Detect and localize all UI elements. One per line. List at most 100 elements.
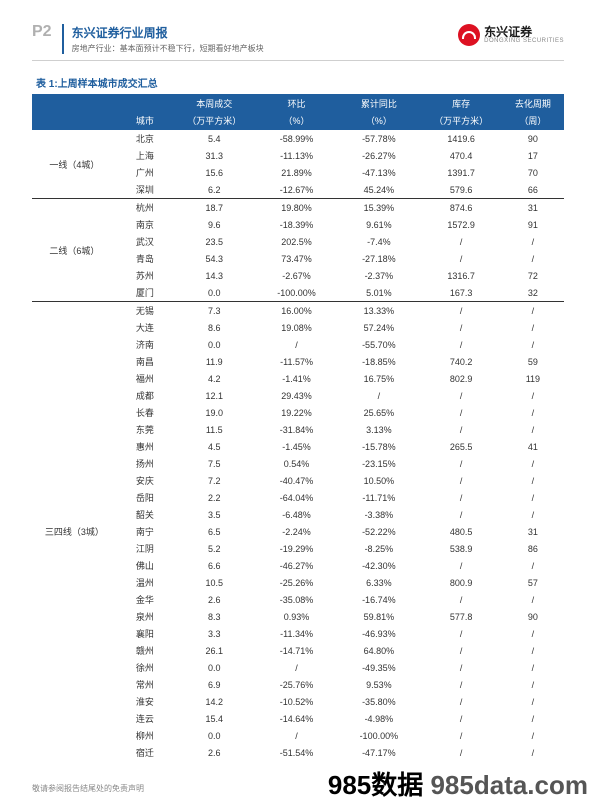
table-cell: 15.6 [173, 164, 255, 181]
table-cell: 90 [502, 608, 563, 625]
th-wow-unit: （%） [255, 112, 337, 130]
table-cell: -40.47% [255, 472, 337, 489]
table-cell: 59 [502, 353, 563, 370]
table-cell: -25.26% [255, 574, 337, 591]
table-cell: 柳州 [117, 727, 173, 744]
table-cell: 10.5 [173, 574, 255, 591]
table-cell: 15.4 [173, 710, 255, 727]
table-cell: 0.0 [173, 284, 255, 302]
table-cell: 南昌 [117, 353, 173, 370]
table-cell: / [502, 319, 563, 336]
table-cell: / [502, 676, 563, 693]
table-cell: -11.57% [255, 353, 337, 370]
table-cell: 2.6 [173, 591, 255, 608]
table-cell: 宿迁 [117, 744, 173, 761]
table-cell: 59.81% [338, 608, 420, 625]
table-cell: 1419.6 [420, 130, 502, 147]
table-cell: 19.80% [255, 199, 337, 217]
table-cell: 3.13% [338, 421, 420, 438]
table-cell: 厦门 [117, 284, 173, 302]
table-cell: 54.3 [173, 250, 255, 267]
th-city: 城市 [117, 112, 173, 130]
table-cell: 16.00% [255, 302, 337, 320]
table-cell: -58.99% [255, 130, 337, 147]
table-cell: 1391.7 [420, 164, 502, 181]
table-cell: 淮安 [117, 693, 173, 710]
th-inventory: 库存 [420, 95, 502, 112]
table-cell: 深圳 [117, 181, 173, 199]
page-header: P2 东兴证券行业周报 房地产行业：基本面预计不稳下行，短期看好地产板块 东兴证… [32, 24, 564, 61]
table-cell: -100.00% [255, 284, 337, 302]
table-cell: -7.4% [338, 233, 420, 250]
table-cell: 无锡 [117, 302, 173, 320]
table-cell: 10.50% [338, 472, 420, 489]
th-volume-unit: （万平方米） [173, 112, 255, 130]
table-cell: 9.53% [338, 676, 420, 693]
table-cell: / [502, 421, 563, 438]
table-cell: 31 [502, 199, 563, 217]
table-cell: 长春 [117, 404, 173, 421]
table-cell: 480.5 [420, 523, 502, 540]
th-volume: 本周成交 [173, 95, 255, 112]
footer-disclaimer: 敬请参阅报告结尾处的免责声明 [32, 783, 144, 794]
table-cell: / [420, 676, 502, 693]
table-cell: / [502, 625, 563, 642]
table-cell: -31.84% [255, 421, 337, 438]
th-yoy-unit: （%） [338, 112, 420, 130]
table-cell: 14.3 [173, 267, 255, 284]
header-title-block: 东兴证券行业周报 房地产行业：基本面预计不稳下行，短期看好地产板块 [72, 24, 264, 54]
table-cell: / [502, 336, 563, 353]
table-cell: 8.6 [173, 319, 255, 336]
table-row: 三四线（3城）无锡7.316.00%13.33%// [32, 302, 564, 320]
table-cell: 800.9 [420, 574, 502, 591]
table-cell: / [502, 387, 563, 404]
table-cell: 9.61% [338, 216, 420, 233]
table-cell: 6.6 [173, 557, 255, 574]
watermark-a: 985数据 [328, 770, 431, 800]
table-cell: / [420, 642, 502, 659]
table-cell: 0.93% [255, 608, 337, 625]
table-cell: / [420, 557, 502, 574]
table-cell: 3.5 [173, 506, 255, 523]
group-label: 三四线（3城） [32, 302, 117, 762]
table-cell: / [502, 557, 563, 574]
table-cell: 1316.7 [420, 267, 502, 284]
table-cell: 45.24% [338, 181, 420, 199]
table-cell: 福州 [117, 370, 173, 387]
table-row: 二线（6城）杭州18.719.80%15.39%874.631 [32, 199, 564, 217]
th-blank [32, 112, 117, 130]
table-cell: 0.0 [173, 727, 255, 744]
table-cell: 802.9 [420, 370, 502, 387]
table-cell: -2.24% [255, 523, 337, 540]
table-cell: 66 [502, 181, 563, 199]
table-row: 一线（4城）北京5.4-58.99%-57.78%1419.690 [32, 130, 564, 147]
table-cell: -47.17% [338, 744, 420, 761]
header-left: P2 东兴证券行业周报 房地产行业：基本面预计不稳下行，短期看好地产板块 [32, 24, 264, 54]
table-cell: / [502, 642, 563, 659]
table-cell: 江阴 [117, 540, 173, 557]
table-cell: 11.9 [173, 353, 255, 370]
table-cell: -19.29% [255, 540, 337, 557]
table-cell: / [420, 693, 502, 710]
table-cell: / [255, 336, 337, 353]
table-cell: 57 [502, 574, 563, 591]
table-cell: 惠州 [117, 438, 173, 455]
table-cell: 41 [502, 438, 563, 455]
table-cell: 579.6 [420, 181, 502, 199]
table-cell: 32 [502, 284, 563, 302]
table-cell: 6.9 [173, 676, 255, 693]
data-table-wrap: 本周成交 环比 累计同比 库存 去化周期 城市 （万平方米） （%） （%） （… [32, 94, 564, 761]
table-cell: 2.6 [173, 744, 255, 761]
table-cell: 14.2 [173, 693, 255, 710]
brand-logo-icon [458, 24, 480, 46]
table-cell: -35.80% [338, 693, 420, 710]
th-wow: 环比 [255, 95, 337, 112]
report-subtitle: 房地产行业：基本面预计不稳下行，短期看好地产板块 [72, 43, 264, 54]
table-cell: 25.65% [338, 404, 420, 421]
table-cell: 70 [502, 164, 563, 181]
table-cell: 13.33% [338, 302, 420, 320]
table-cell: / [420, 421, 502, 438]
watermark-b: 985data.com [430, 770, 588, 800]
table-cell: 襄阳 [117, 625, 173, 642]
table-cell: 21.89% [255, 164, 337, 181]
